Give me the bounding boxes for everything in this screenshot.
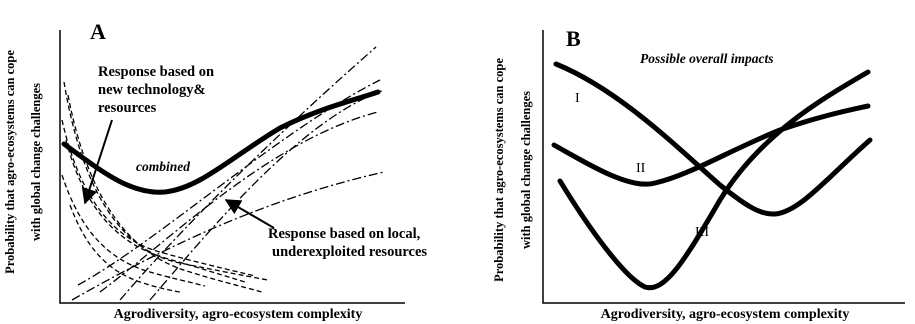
combined-curve (61, 89, 381, 195)
tech-curve-6 (69, 204, 181, 293)
annotation-combined: combined (136, 159, 190, 174)
panel-a: Probability that agro-ecosystems can cop… (3, 19, 427, 322)
local-curve-3 (119, 46, 377, 301)
annotation-new-tech-line2: new technology& (98, 82, 206, 98)
panel-b-y-axis-label-line2: with global change challenges (519, 91, 533, 249)
panel-b-label: B (566, 26, 581, 51)
arrow-new-tech (81, 119, 113, 205)
annotation-local-line2: underexploited resources (272, 244, 427, 260)
curve-label-ii: II (636, 161, 646, 176)
panel-b-title: Possible overall impacts (640, 51, 773, 66)
curve-ii (551, 103, 871, 187)
panel-b-y-axis-label-line1: Probability that agro-ecosystems can cop… (492, 58, 506, 282)
panel-a-x-axis-label: Agrodiversity, agro-ecosystem complexity (114, 307, 363, 322)
panel-a-axes (59, 30, 405, 304)
annotation-new-tech-line1: Response based on (98, 64, 214, 80)
local-curve-5 (149, 89, 385, 301)
curve-i (553, 61, 873, 217)
local-curve-1 (71, 171, 385, 301)
panel-a-y-axis-label-line2: with global change challenges (29, 83, 43, 241)
tech-curve-3 (61, 119, 256, 277)
panel-b: Probability that agro-ecosystems can cop… (492, 26, 905, 322)
curve-label-iii: III (695, 225, 709, 240)
annotation-new-tech-line3: resources (98, 100, 157, 116)
panel-b-axes (542, 30, 905, 304)
annotation-local-line1: Response based on local, (268, 226, 421, 242)
panel-a-y-axis-label-line1: Probability that agro-ecosystems can cop… (3, 50, 17, 274)
local-curve-4 (99, 111, 379, 293)
panel-a-label: A (90, 19, 106, 44)
curve-iii (557, 69, 871, 291)
panel-a-technology-curves (61, 81, 269, 293)
curve-label-i: I (575, 91, 580, 106)
arrow-local (224, 199, 275, 229)
panel-b-x-axis-label: Agrodiversity, agro-ecosystem complexity (601, 307, 850, 322)
